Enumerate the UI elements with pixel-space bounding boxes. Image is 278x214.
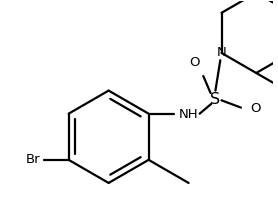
Text: N: N <box>217 46 226 59</box>
Text: Br: Br <box>26 153 41 166</box>
Text: O: O <box>190 56 200 69</box>
Text: S: S <box>210 92 220 107</box>
Text: NH: NH <box>179 108 198 121</box>
Text: O: O <box>251 102 261 115</box>
